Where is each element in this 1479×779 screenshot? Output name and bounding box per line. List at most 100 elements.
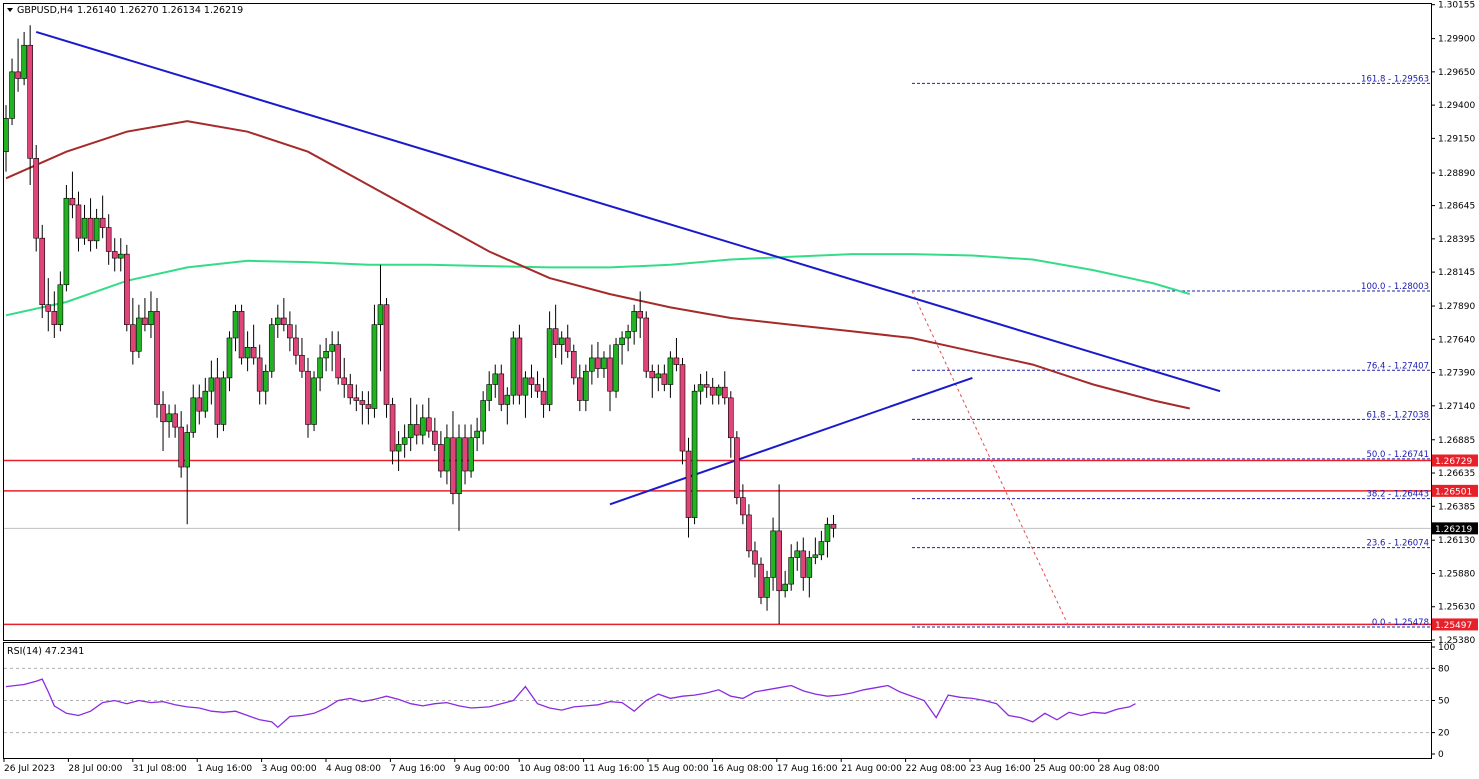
candle-body [166,413,172,423]
candle-body [99,217,106,228]
rsi-axis-tick-label: 20 [1438,729,1450,739]
candle-body [679,364,686,452]
down-triangle-icon [7,8,13,12]
candle-body [510,337,517,396]
candle-body [800,550,807,578]
candle-body [492,373,499,385]
candle-body [81,217,88,239]
candle-body [601,357,607,369]
y-axis-tick-label: 1.27890 [1438,302,1475,312]
candle-body [752,550,758,565]
candle-body [226,337,233,379]
candle-body [685,450,692,518]
candle-body [643,317,650,372]
candle-body [474,430,480,439]
y-axis-tick-label: 1.27140 [1438,402,1475,412]
candle-body [305,370,311,425]
candle-body [359,400,366,405]
candle-body [389,404,396,452]
fib-level-label: 50.0 - 1.26741 [1366,450,1429,460]
y-axis-tick-label: 1.29150 [1438,134,1475,144]
candle-body [419,417,426,436]
candle-body [69,197,76,206]
candle-body [595,357,601,369]
y-axis-tick-label: 1.26130 [1438,536,1475,546]
candle-body [39,237,46,306]
x-axis-tick-label: 21 Aug 00:00 [841,764,902,774]
candle-body [214,377,221,425]
y-axis-tick-label: 1.28145 [1438,268,1475,278]
x-axis-tick-label: 17 Aug 16:00 [777,764,838,774]
candle-body [383,304,390,405]
y-axis-tick-label: 1.29650 [1438,68,1475,78]
candle-body [794,550,801,558]
candle-body [637,311,644,319]
candle-body [311,377,317,425]
rsi-label: RSI(14) 47.2341 [7,646,84,657]
rsi-axis-tick-label: 100 [1438,643,1455,653]
candle-body [740,497,746,516]
symbol-label: GBPUSD,H4 [17,5,73,16]
y-axis-tick-label: 1.26885 [1438,436,1475,446]
y-axis-tick-label: 1.26635 [1438,469,1475,479]
candle-body [117,253,124,259]
candle-body [432,430,438,445]
x-axis-tick-label: 11 Aug 16:00 [584,764,645,774]
candle-body [21,44,27,79]
candle-body [613,344,619,392]
candle-body [232,311,239,339]
y-axis-tick-label: 1.30155 [1438,1,1475,11]
candle-body [136,317,142,352]
price-panel-frame [3,3,1432,641]
candle-body [256,357,263,392]
x-axis-tick-label: 15 Aug 00:00 [648,764,709,774]
candle-body [407,424,414,439]
candle-body [806,557,813,578]
candle-body [746,514,752,552]
candle-body [776,530,782,592]
candle-body [148,311,154,325]
x-axis-tick-label: 10 Aug 08:00 [519,764,580,774]
candle-body [583,370,589,401]
candle-body [124,253,130,325]
candle-body [413,424,420,436]
fib-level-label: 161.8 - 1.29563 [1361,74,1429,84]
candle-body [262,370,269,392]
candle-body [87,217,94,242]
candle-body [347,384,354,399]
x-axis-tick-label: 28 Aug 08:00 [1099,764,1160,774]
candle-body [51,311,58,325]
candle-body [425,417,432,432]
candle-body [824,523,831,542]
candle-body [27,44,33,159]
x-axis-tick-label: 9 Aug 00:00 [455,764,510,774]
candle-body [661,373,668,385]
candle-body [734,437,740,498]
candle-body [546,328,553,405]
fib-level-label: 38.2 - 1.26443 [1366,490,1429,500]
candle-body [287,324,293,339]
candle-body [401,437,408,445]
level-price-tag: 1.26501 [1435,487,1472,497]
candle-body [208,377,215,392]
y-axis-tick-label: 1.28890 [1438,169,1475,179]
current-price-tag-bg [1432,522,1478,535]
x-axis-tick-label: 16 Aug 08:00 [712,764,773,774]
candle-body [721,386,728,399]
candle-body [691,390,698,518]
candle-body [15,71,21,79]
candle-body [715,386,722,396]
ohlc-values: 1.26140 1.26270 1.26134 1.26219 [77,5,243,16]
candle-body [281,317,287,325]
level-price-tag-bg [1432,618,1478,631]
level-price-tag: 1.26729 [1435,457,1472,467]
candle-body [63,197,70,286]
current-price-tag: 1.26219 [1435,525,1472,535]
rsi-axis-tick-label: 0 [1438,750,1444,760]
candle-body [534,384,541,392]
candle-body [335,344,342,379]
candle-body [649,370,656,379]
candle-body [758,563,764,598]
x-axis-tick-label: 7 Aug 16:00 [390,764,445,774]
